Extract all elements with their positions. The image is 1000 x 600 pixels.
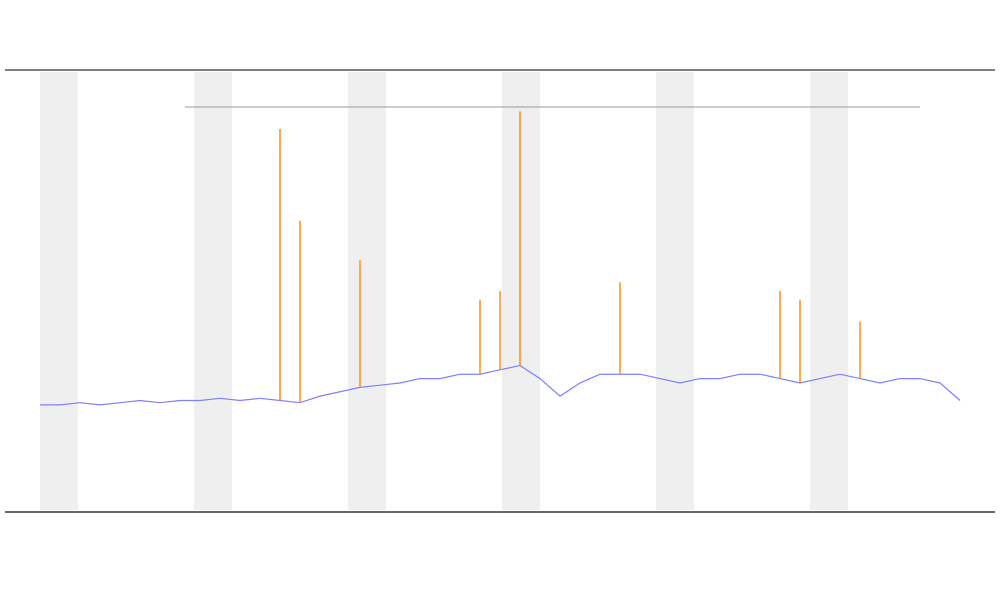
band <box>194 72 232 510</box>
band <box>810 72 848 510</box>
band <box>40 72 78 510</box>
band-layer <box>40 72 848 510</box>
band <box>502 72 540 510</box>
band <box>348 72 386 510</box>
band <box>656 72 694 510</box>
plot-area <box>40 111 961 406</box>
